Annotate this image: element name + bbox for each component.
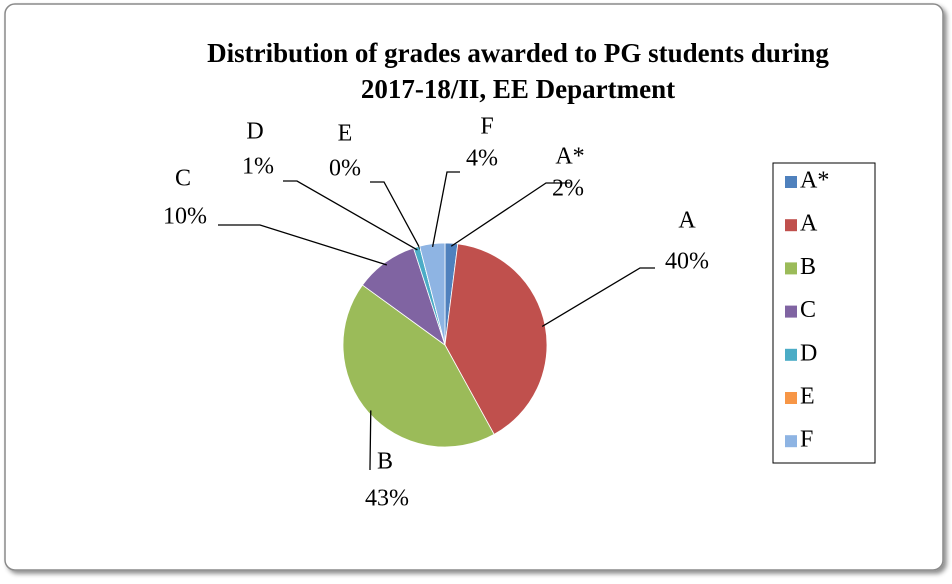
pie-slice <box>419 242 446 346</box>
leader-line <box>541 267 655 328</box>
legend-swatch <box>785 435 797 448</box>
pie-slice <box>342 284 495 448</box>
data-label: 43% <box>365 486 409 512</box>
legend-swatch <box>785 176 797 188</box>
legend-swatch <box>785 219 797 232</box>
leader-line <box>218 224 388 266</box>
data-label: 1% <box>242 154 274 180</box>
data-label-category: A <box>678 208 696 234</box>
legend-swatch <box>785 305 797 318</box>
data-label: 0% <box>329 156 361 182</box>
data-label-category: A* <box>555 144 584 170</box>
data-label-category: D <box>246 119 263 145</box>
data-label: 4% <box>466 146 498 172</box>
data-label: 10% <box>163 204 207 230</box>
legend-swatch <box>785 262 797 275</box>
legend-label: F <box>800 427 813 453</box>
leader-line <box>450 182 570 247</box>
pie-slice <box>444 243 548 435</box>
data-label-category: C <box>175 166 191 192</box>
data-label: 2% <box>552 176 584 202</box>
legend-label: A <box>800 211 818 237</box>
legend-swatch <box>785 392 797 404</box>
legend-label: E <box>800 384 815 410</box>
leader-line <box>283 180 418 251</box>
data-label-category: E <box>338 121 353 147</box>
legend-label: D <box>800 340 817 366</box>
chart-title: 2017-18/II, EE Department <box>361 74 675 104</box>
data-label-category: B <box>377 449 393 475</box>
chart-title: Distribution of grades awarded to PG stu… <box>207 38 829 68</box>
leader-line <box>370 181 421 250</box>
leader-line <box>369 410 372 470</box>
legend-label: C <box>800 297 816 323</box>
legend-label: A* <box>800 168 829 194</box>
legend-label: B <box>800 254 816 280</box>
data-label: 40% <box>665 249 709 275</box>
data-label-category: F <box>480 114 493 140</box>
leader-line <box>431 171 460 247</box>
legend-swatch <box>785 348 797 361</box>
